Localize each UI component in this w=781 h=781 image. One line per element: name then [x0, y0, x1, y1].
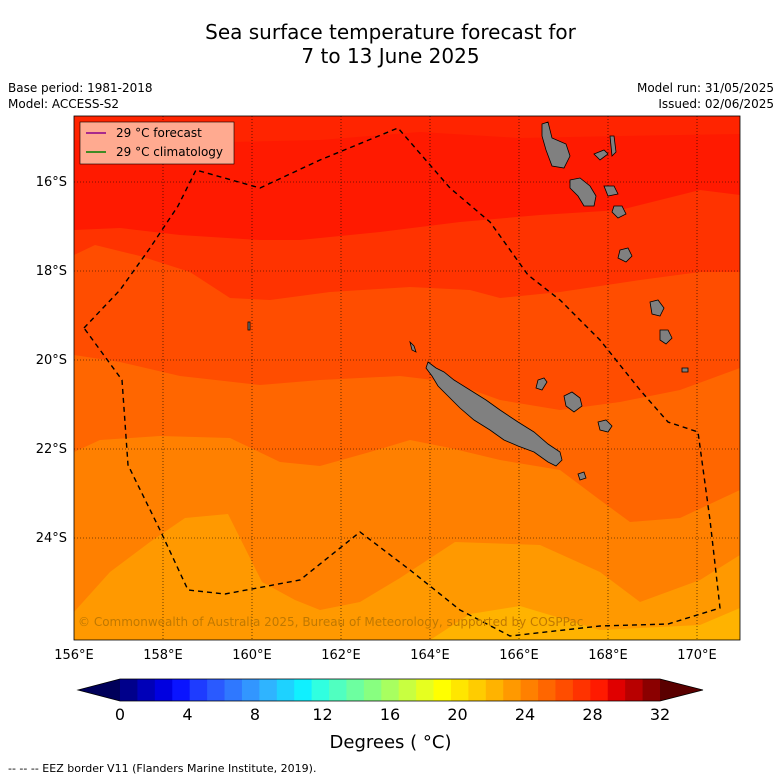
lat-label: 18°S	[36, 264, 67, 279]
colorbar-bin	[172, 679, 191, 701]
title-line-2: 7 to 13 June 2025	[301, 44, 480, 68]
new-caledonia	[425, 361, 563, 467]
colorbar-outline	[76, 678, 704, 702]
eez-source-note: -- -- -- EEZ border V11 (Flanders Marine…	[8, 762, 317, 775]
colorbar-label: Degrees ( °C)	[329, 732, 452, 753]
colorbar-bin	[572, 679, 591, 701]
colorbar-bin	[224, 679, 243, 701]
pentecost	[609, 135, 617, 157]
colorbar-bin	[503, 679, 522, 701]
isle-of-pines	[577, 471, 587, 481]
lat-label: 16°S	[36, 175, 67, 190]
band-23-24	[430, 606, 740, 640]
colorbar-bin	[381, 679, 400, 701]
colorbar-bin	[555, 679, 574, 701]
colorbar-bin	[590, 679, 609, 701]
colorbar-tick-label: 28	[582, 705, 602, 724]
matthew-island	[681, 367, 689, 373]
lon-label: 160°E	[232, 648, 272, 663]
colorbar-bin	[311, 679, 330, 701]
model-run: Model run: 31/05/2025	[636, 81, 774, 95]
lifou	[563, 391, 583, 413]
colorbar-tick-label: 16	[380, 705, 400, 724]
colorbar-bin	[154, 679, 173, 701]
mare	[597, 419, 613, 433]
colorbar-tick-label: 8	[250, 705, 260, 724]
maewo	[593, 149, 609, 161]
espiritu-santo	[541, 121, 571, 169]
title-line-1: Sea surface temperature forecast for	[205, 20, 576, 44]
lon-label: 170°E	[677, 648, 717, 663]
colorbar-bin	[294, 679, 313, 701]
landmasses	[247, 121, 689, 481]
colorbar-bin	[520, 679, 539, 701]
band-24-25	[74, 514, 740, 640]
colorbar-bin	[538, 679, 556, 701]
ouvea	[535, 377, 548, 391]
colorbar-bin	[398, 679, 417, 701]
sst-contour-bands	[74, 116, 740, 640]
model-name: Model: ACCESS-S2	[8, 97, 120, 111]
chesterfield-islet	[247, 321, 251, 331]
lat-label: 22°S	[36, 442, 67, 457]
colorbar-tick-label: 24	[515, 705, 535, 724]
colorbar-bin	[137, 679, 156, 701]
colorbar-bin	[433, 679, 452, 701]
colorbar-bin	[346, 679, 365, 701]
efate	[611, 205, 627, 219]
map-frame	[73, 115, 741, 641]
graticule	[74, 116, 740, 640]
lon-label: 156°E	[54, 648, 94, 663]
legend-forecast-label: 29 °C forecast	[116, 126, 202, 140]
colorbar-bin	[468, 679, 487, 701]
colorbar-tick-label: 4	[182, 705, 192, 724]
eez-border	[83, 127, 721, 637]
colorbar-ticks: 0 4 8 12 16 20 24 28 32	[115, 705, 670, 724]
band-top	[74, 116, 740, 145]
colorbar-bin	[241, 679, 260, 701]
lon-label: 162°E	[321, 648, 361, 663]
legend-box: 29 °C forecast 29 °C climatology	[79, 121, 235, 165]
lat-label: 20°S	[36, 353, 67, 368]
colorbar-tick-label: 0	[115, 705, 125, 724]
colorbar-bin	[207, 679, 226, 701]
base-period: Base period: 1981-2018	[8, 81, 153, 95]
colorbar-bin	[642, 679, 661, 701]
lon-label: 168°E	[588, 648, 628, 663]
colorbar-bin	[259, 679, 278, 701]
lon-label: 164°E	[410, 648, 450, 663]
colorbar-low-extension	[78, 679, 120, 701]
colorbar-high-extension	[660, 679, 703, 701]
colorbar-bin	[363, 679, 382, 701]
colorbar-tick-label: 12	[312, 705, 332, 724]
longitude-labels: 156°E 158°E 160°E 162°E 164°E 166°E 168°E 170°E	[54, 648, 717, 663]
colorbar-bin	[607, 679, 626, 701]
erromango	[617, 247, 633, 263]
colorbar-bin	[120, 679, 138, 701]
legend-climatology-label: 29 °C climatology	[116, 145, 223, 159]
lon-label: 166°E	[499, 648, 539, 663]
lon-label: 158°E	[143, 648, 183, 663]
lat-label: 24°S	[36, 531, 67, 546]
colorbar-bin	[485, 679, 504, 701]
aneityum	[659, 329, 673, 345]
belep-islands	[409, 340, 417, 353]
ambrym	[603, 185, 619, 197]
colorbar-tick-label: 20	[447, 705, 467, 724]
colorbar-tick-label: 32	[650, 705, 670, 724]
copyright-notice: © Commonwealth of Australia 2025, Bureau…	[78, 615, 583, 629]
latitude-labels: 16°S 18°S 20°S 22°S 24°S	[36, 175, 67, 546]
colorbar-bin	[416, 679, 435, 701]
malekula	[569, 177, 597, 207]
colorbar-bin	[329, 679, 347, 701]
issued-date: Issued: 02/06/2025	[658, 97, 774, 111]
colorbar	[76, 678, 704, 702]
tanna	[649, 299, 665, 317]
colorbar-bin	[625, 679, 644, 701]
colorbar-bin	[276, 679, 295, 701]
colorbar-bin	[189, 679, 208, 701]
colorbar-bin	[450, 679, 469, 701]
